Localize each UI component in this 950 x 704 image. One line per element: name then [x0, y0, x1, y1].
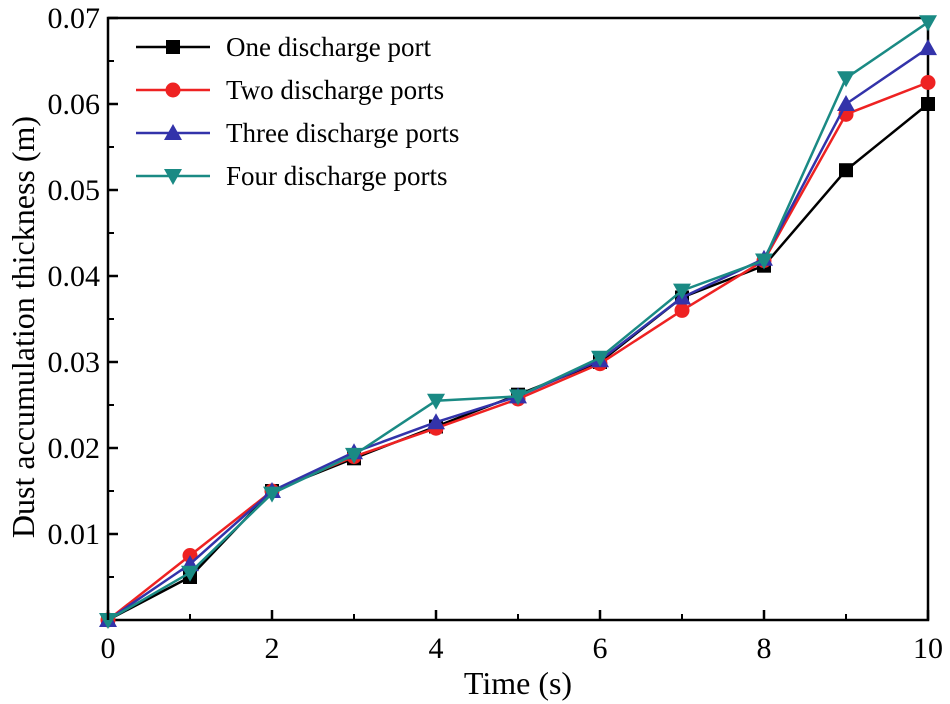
- data-point: [181, 565, 199, 582]
- y-tick-label: 0.03: [48, 346, 101, 379]
- y-tick-label: 0.02: [48, 432, 101, 465]
- data-point: [920, 75, 936, 90]
- data-point: [99, 613, 117, 629]
- legend-label: Three discharge ports: [226, 118, 459, 148]
- data-point: [837, 95, 855, 111]
- data-point: [591, 350, 609, 367]
- y-tick-label: 0.06: [48, 88, 101, 121]
- legend-marker: [165, 82, 181, 98]
- x-tick-label: 0: [101, 632, 116, 665]
- data-point: [427, 393, 445, 410]
- series-layer: [99, 15, 937, 629]
- legend-item: Three discharge ports: [136, 118, 459, 148]
- series-line: [107, 21, 929, 622]
- plot-frame: [106, 16, 930, 622]
- legend-label: Four discharge ports: [226, 161, 447, 191]
- y-tick-label: 0.01: [48, 518, 101, 551]
- x-tick-label: 8: [757, 632, 772, 665]
- y-axis-title: Dust accumulation thickness (m): [5, 116, 41, 538]
- data-point: [839, 163, 853, 178]
- x-axis-ticks: 0 2 4 6 8 10: [101, 610, 943, 665]
- legend-item: One discharge port: [136, 32, 431, 62]
- data-point: [673, 283, 691, 300]
- legend-item: Four discharge ports: [136, 161, 447, 191]
- data-point: [919, 39, 937, 56]
- legend: One discharge port Two discharge ports Thr…: [136, 32, 459, 191]
- x-tick-label: 2: [265, 632, 280, 665]
- y-tick-label: 0.04: [48, 260, 101, 293]
- data-point: [345, 447, 363, 464]
- y-tick-label: 0.05: [48, 174, 101, 207]
- data-point: [674, 302, 690, 318]
- x-axis-title: Time (s): [464, 665, 572, 701]
- legend-marker: [166, 40, 180, 54]
- y-tick-label: 0.07: [48, 2, 101, 35]
- y-axis-ticks: 0.01 0.02 0.03 0.04 0.05 0.06 0.07: [48, 2, 118, 578]
- legend-label: Two discharge ports: [226, 75, 444, 105]
- legend-marker: [164, 169, 182, 185]
- x-tick-label: 4: [429, 632, 444, 665]
- data-point: [919, 15, 937, 32]
- legend-label: One discharge port: [226, 32, 431, 62]
- data-point: [509, 389, 527, 406]
- data-point: [755, 253, 773, 270]
- data-point: [263, 486, 281, 503]
- series-4: [99, 15, 937, 629]
- data-point: [921, 97, 935, 111]
- x-tick-label: 10: [913, 632, 943, 665]
- legend-item: Two discharge ports: [136, 75, 444, 105]
- data-point: [427, 413, 445, 430]
- data-point: [837, 71, 855, 88]
- x-tick-label: 6: [593, 632, 608, 665]
- legend-marker: [164, 124, 182, 140]
- plot-border: [106, 16, 930, 622]
